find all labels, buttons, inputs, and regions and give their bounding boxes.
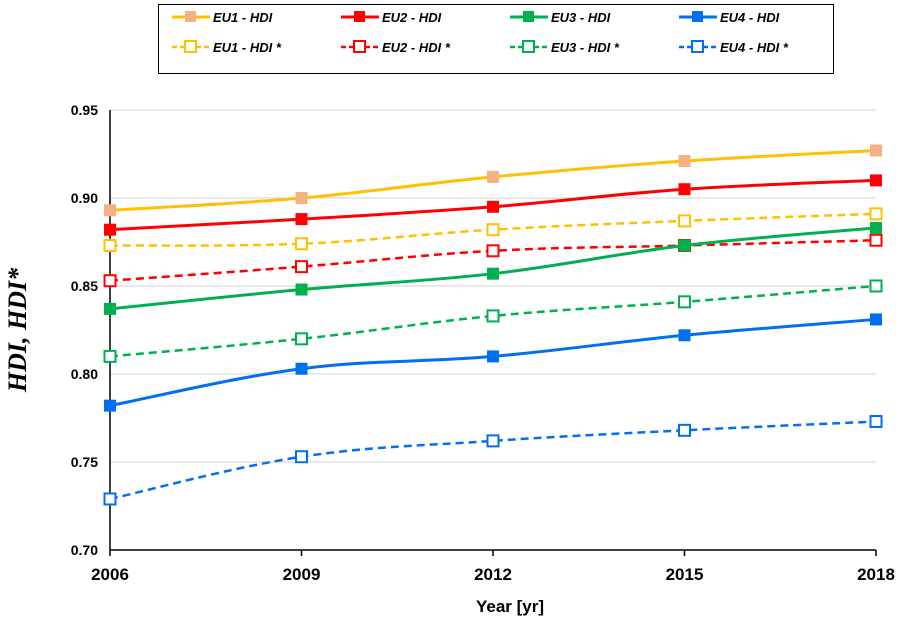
- y-axis-title: HDI, HDI*: [3, 267, 32, 393]
- data-point: [678, 155, 691, 168]
- data-point: [487, 170, 499, 183]
- legend-marker: [523, 11, 534, 22]
- legend-symbol: [510, 40, 548, 53]
- data-point: [870, 313, 882, 326]
- tick-labels: 0.70 0.75 0.80 0.85 0.90 0.95 2006 2009 2012 2015…: [71, 102, 895, 584]
- legend-item: EU4 - HDI: [678, 5, 779, 29]
- y-tick-label: 0.70: [71, 542, 98, 558]
- series-group: [103, 144, 883, 506]
- data-point: [103, 239, 117, 253]
- data-point: [869, 233, 883, 247]
- legend-label: EU3 - HDI *: [551, 39, 619, 55]
- data-point: [678, 214, 691, 228]
- data-point: [869, 415, 883, 429]
- legend-item: EU1 - HDI *: [171, 35, 281, 59]
- data-point: [486, 309, 500, 323]
- x-tick-label: 2012: [474, 565, 512, 584]
- data-point: [870, 221, 882, 234]
- data-point: [103, 492, 117, 506]
- legend-item: EU3 - HDI *: [509, 35, 619, 59]
- legend-symbol: [510, 11, 548, 22]
- x-tick-label: 2015: [666, 565, 704, 584]
- x-tick-label: 2018: [857, 565, 895, 584]
- x-tick-label: 2006: [91, 565, 129, 584]
- data-point: [104, 302, 116, 315]
- series-eu2-hdi: [104, 174, 882, 236]
- legend-item: EU3 - HDI: [509, 5, 610, 29]
- legend-marker: [353, 40, 366, 53]
- x-tick-label: 2009: [283, 565, 321, 584]
- series-eu1-hdi: [104, 144, 882, 217]
- legend-label: EU2 - HDI *: [382, 39, 450, 55]
- data-point: [103, 349, 117, 363]
- data-point: [487, 267, 499, 280]
- legend-symbol: [341, 40, 379, 53]
- y-tick-label: 0.80: [71, 366, 98, 382]
- series-line: [109, 317, 877, 408]
- series-eu4-hdi: [104, 313, 882, 412]
- legend-marker: [184, 40, 197, 53]
- data-point: [486, 244, 500, 258]
- y-tick-label: 0.85: [71, 278, 98, 294]
- legend-label: EU1 - HDI *: [213, 39, 281, 55]
- legend-symbol: [172, 40, 210, 53]
- legend-item: EU1 - HDI: [171, 5, 272, 29]
- legend-symbol: [172, 11, 210, 22]
- data-point: [869, 279, 883, 293]
- x-axis-title: Year [yr]: [475, 597, 545, 616]
- y-tick-label: 0.95: [71, 102, 98, 118]
- y-tick-label: 0.75: [71, 454, 98, 470]
- data-point: [869, 207, 883, 221]
- series-line: [109, 420, 877, 501]
- data-point: [104, 223, 116, 236]
- data-point: [104, 204, 116, 217]
- legend-label: EU3 - HDI: [551, 9, 611, 25]
- axes: [109, 110, 877, 556]
- legend-label: EU4 - HDI *: [720, 39, 788, 55]
- data-point: [678, 183, 691, 196]
- data-point: [104, 399, 116, 412]
- legend-marker: [354, 11, 365, 22]
- data-point: [103, 274, 117, 288]
- legend-item: EU4 - HDI *: [678, 35, 788, 59]
- data-point: [295, 237, 308, 251]
- data-point: [295, 362, 308, 375]
- data-point: [486, 223, 500, 237]
- legend-marker: [185, 11, 196, 22]
- legend-symbol: [341, 11, 379, 22]
- y-tick-label: 0.90: [71, 190, 98, 206]
- data-point: [295, 283, 308, 296]
- data-point: [486, 434, 500, 448]
- data-point: [678, 239, 691, 252]
- data-point: [487, 200, 499, 213]
- series-eu4-hdi: [103, 415, 883, 506]
- legend-item: EU2 - HDI: [340, 5, 441, 29]
- data-point: [295, 450, 308, 464]
- legend-marker: [691, 40, 704, 53]
- data-point: [678, 295, 691, 309]
- series-eu1-hdi: [103, 207, 883, 253]
- series-eu3-hdi: [104, 221, 882, 315]
- data-point: [678, 329, 691, 342]
- data-point: [487, 350, 499, 363]
- legend-marker: [692, 11, 703, 22]
- series-eu3-hdi: [103, 279, 883, 363]
- legend: EU1 - HDI EU2 - HDI EU3 - HDI EU4 - HDI EU1 …: [158, 4, 834, 74]
- data-point: [678, 423, 691, 437]
- data-point: [295, 192, 308, 204]
- data-point: [870, 144, 882, 157]
- series-line: [109, 284, 877, 358]
- legend-marker: [522, 40, 535, 53]
- data-point: [295, 213, 308, 226]
- legend-item: EU2 - HDI *: [340, 35, 450, 59]
- legend-label: EU4 - HDI: [720, 9, 780, 25]
- data-point: [295, 332, 308, 346]
- legend-symbol: [679, 40, 717, 53]
- legend-label: EU1 - HDI: [213, 9, 273, 25]
- legend-symbol: [679, 11, 717, 22]
- data-point: [295, 260, 308, 274]
- data-point: [870, 174, 882, 187]
- legend-label: EU2 - HDI: [382, 9, 442, 25]
